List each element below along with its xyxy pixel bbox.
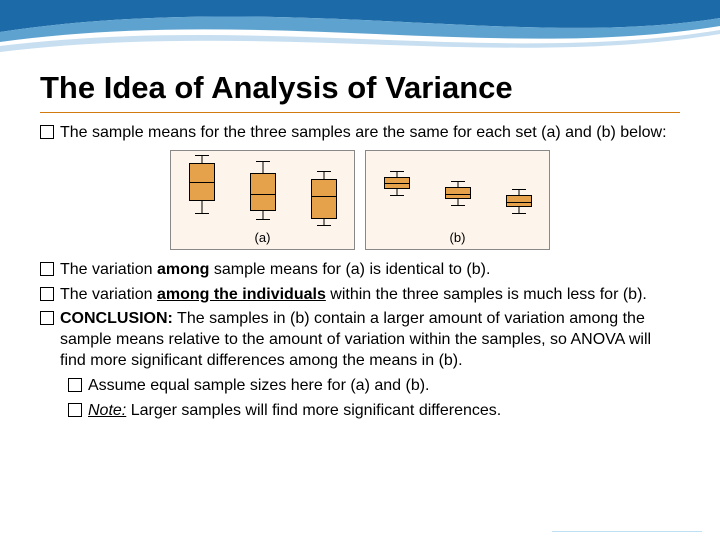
sub-bullet-2-text: Note: Larger samples will find more sign…	[88, 401, 680, 422]
sub-bullet-2: Note: Larger samples will find more sign…	[68, 401, 680, 422]
header-swoosh	[0, 0, 720, 75]
boxplot-panel-b: (b)	[365, 150, 550, 250]
boxplot-panel-a: (a)	[170, 150, 355, 250]
bullet-square-icon	[40, 125, 54, 139]
boxplot-2	[250, 155, 276, 233]
swoosh-mid	[0, 16, 720, 42]
boxplot-2	[445, 155, 471, 233]
panel-b-inner	[366, 155, 549, 233]
bullet-2-text: The variation among sample means for (a)…	[60, 260, 680, 281]
panel-b-label: (b)	[366, 230, 549, 247]
bullet-3-text: The variation among the individuals with…	[60, 285, 680, 306]
swoosh-top	[0, 0, 720, 32]
bullet-square-icon	[68, 378, 82, 392]
slide-title: The Idea of Analysis of Variance	[40, 70, 680, 113]
bullet-1-text: The sample means for the three samples a…	[60, 123, 680, 144]
bullet-3: The variation among the individuals with…	[40, 285, 680, 306]
bullet-square-icon	[40, 262, 54, 276]
sub-bullet-1-text: Assume equal sample sizes here for (a) a…	[88, 376, 680, 397]
boxplot-3	[311, 155, 337, 233]
slide-body: The sample means for the three samples a…	[40, 123, 680, 421]
boxplot-3	[506, 155, 532, 233]
slide: The Idea of Analysis of Variance The sam…	[0, 0, 720, 540]
bullet-4: CONCLUSION: The samples in (b) contain a…	[40, 309, 680, 371]
bullet-2: The variation among sample means for (a)…	[40, 260, 680, 281]
bullet-square-icon	[68, 403, 82, 417]
boxplot-1	[384, 155, 410, 233]
panel-a-label: (a)	[171, 230, 354, 247]
bullet-square-icon	[40, 287, 54, 301]
sub-bullet-1: Assume equal sample sizes here for (a) a…	[68, 376, 680, 397]
swoosh-accent	[0, 30, 720, 52]
boxplot-1	[189, 155, 215, 233]
bullet-square-icon	[40, 311, 54, 325]
panel-a-inner	[171, 155, 354, 233]
chart-wrap: (a) (b)	[40, 150, 680, 250]
bullet-1: The sample means for the three samples a…	[40, 123, 680, 144]
bullet-4-text: CONCLUSION: The samples in (b) contain a…	[60, 309, 680, 371]
footer-accent-line	[552, 531, 702, 532]
